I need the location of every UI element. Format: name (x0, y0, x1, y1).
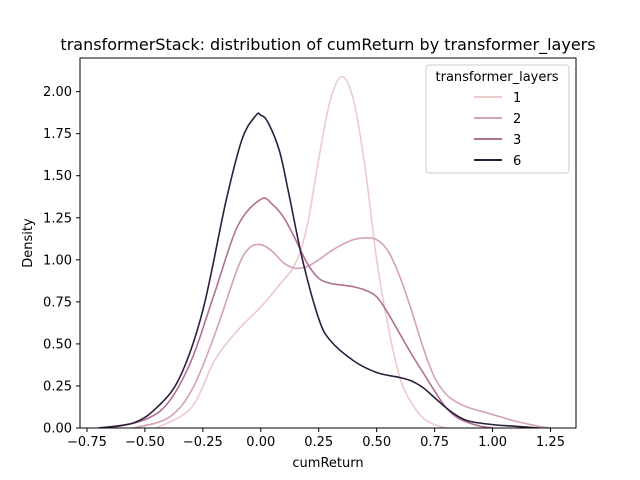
density-line-6 (97, 112, 540, 428)
y-tick-label: 0.25 (43, 379, 72, 394)
plot-lines (97, 75, 552, 428)
x-tick-label: 1.00 (478, 435, 507, 450)
chart-title: transformerStack: distribution of cumRet… (60, 35, 595, 55)
x-tick-label: 0.75 (420, 435, 449, 450)
x-tick-label: 0.25 (304, 435, 333, 450)
x-tick-label: 0.00 (246, 435, 275, 450)
y-axis-label: Density (21, 218, 36, 268)
y-tick-label: 0.50 (43, 337, 72, 352)
y-tick-label: 1.00 (43, 253, 72, 268)
y-tick-label: 0.00 (43, 422, 72, 437)
y-tick-label: 1.50 (43, 169, 72, 184)
x-tick-label: −0.25 (183, 435, 223, 450)
x-axis-label: cumReturn (292, 456, 363, 471)
x-tick-label: 0.50 (362, 435, 391, 450)
legend-label-1: 1 (513, 91, 521, 106)
legend-label-3: 3 (513, 133, 521, 148)
x-tick-label: −0.75 (67, 435, 107, 450)
legend-label-6: 6 (513, 154, 521, 169)
y-tick-label: 1.75 (43, 127, 72, 142)
legend: transformer_layers 1 2 3 6 (425, 64, 570, 174)
y-tick-label: 0.75 (43, 295, 72, 310)
plot-frame (79, 57, 577, 429)
density-line-1 (155, 75, 448, 428)
legend-title: transformer_layers (436, 70, 559, 85)
x-axis-ticks: −0.75 −0.50 −0.25 0.00 0.25 0.50 0.75 1.00 1.25 (67, 428, 565, 450)
legend-items: 1 2 3 6 (474, 91, 521, 169)
y-tick-label: 1.25 (43, 211, 72, 226)
density-line-2 (132, 237, 552, 428)
x-tick-label: 1.25 (536, 435, 565, 450)
y-tick-label: 2.00 (43, 85, 72, 100)
legend-label-2: 2 (513, 112, 521, 127)
y-axis-ticks: 0.00 0.25 0.50 0.75 1.00 1.25 1.50 1.75 2.00 (43, 85, 80, 437)
density-line-3 (109, 197, 494, 428)
x-tick-label: −0.50 (125, 435, 165, 450)
